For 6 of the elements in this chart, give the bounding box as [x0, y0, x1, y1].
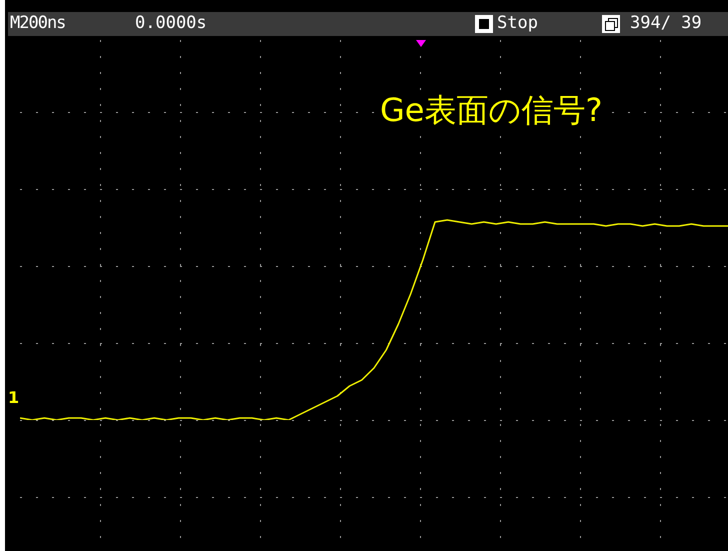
text: 0.0000s [135, 13, 207, 33]
text: Ge表面の信号? [380, 91, 602, 129]
text: Stop [497, 13, 538, 33]
text: M200ns [10, 13, 66, 33]
text: 394/ 39 [630, 13, 702, 33]
text: 1 [8, 388, 20, 407]
